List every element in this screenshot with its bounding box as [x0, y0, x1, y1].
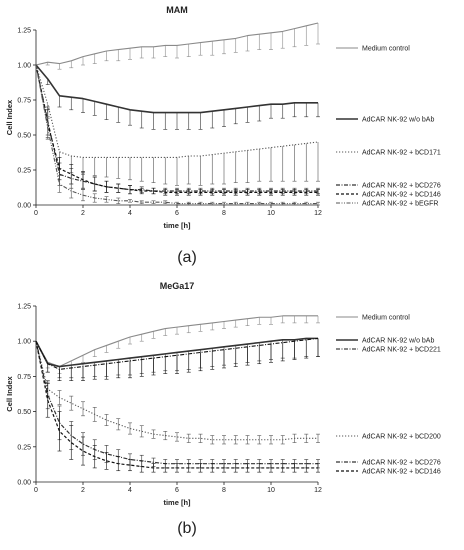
y-tick-label: 0.25 — [17, 168, 31, 175]
legend-label: AdCAR NK-92 + bCD200 — [362, 434, 441, 441]
series-line — [35, 337, 318, 368]
x-tick-label: 4 — [128, 210, 132, 217]
legend-label: Medium control — [362, 315, 410, 322]
legend-label: AdCAR NK-92 + bCD146 — [362, 469, 441, 476]
x-tick-label: 6 — [175, 210, 179, 217]
y-tick-label: 0.75 — [17, 98, 31, 105]
series-line — [35, 337, 319, 370]
x-tick-label: 8 — [222, 210, 226, 217]
chart-panel-a: MAM 0 2 4 6 8 10 12 0.00 0.25 0.50 0.75 1.00 1.25 time… — [5, 5, 441, 266]
series-2 — [35, 64, 320, 130]
y-tick-label: 0.75 — [17, 374, 31, 381]
series-line — [35, 341, 318, 469]
y-tick-label: 0.25 — [17, 444, 31, 451]
y-tick-label: 0.50 — [17, 409, 31, 416]
legend-label: AdCAR NK-92 w/o bAb — [362, 338, 434, 345]
panel-label: (b) — [177, 520, 197, 537]
series-line — [35, 341, 318, 441]
series-5 — [35, 341, 320, 469]
y-tick-label: 1.25 — [17, 28, 31, 35]
y-tick-label: 0.50 — [17, 133, 31, 140]
series-5 — [35, 64, 320, 196]
series-4 — [35, 341, 320, 445]
legend-label: AdCAR NK-92 + bCD171 — [362, 150, 441, 157]
series-line — [35, 64, 318, 193]
legend-label: AdCAR NK-92 + bCD146 — [362, 192, 441, 199]
x-tick-label: 12 — [314, 487, 322, 494]
y-axis-label: Cell Index — [5, 375, 14, 411]
x-tick-label: 10 — [267, 210, 275, 217]
series-1 — [35, 315, 320, 374]
chart-title: MeGa17 — [160, 281, 195, 291]
legend-label: Medium control — [362, 46, 410, 53]
y-tick-label: 0.00 — [17, 203, 31, 210]
legend-label: AdCAR NK-92 + bCD221 — [362, 347, 441, 354]
series-line — [35, 64, 319, 158]
series-line — [35, 315, 318, 368]
x-tick-label: 2 — [81, 210, 85, 217]
series-1 — [35, 22, 320, 70]
series-line — [35, 22, 319, 66]
y-axis-label: Cell Index — [5, 99, 14, 135]
panel-label: (a) — [177, 249, 197, 266]
y-tick-label: 0.00 — [17, 480, 31, 487]
legend-label: AdCAR NK-92 w/o bAb — [362, 117, 434, 124]
legend-label: AdCAR NK-92 + bEGFR — [362, 201, 438, 208]
legend-label: AdCAR NK-92 + bCD276 — [362, 460, 441, 467]
series-line — [35, 64, 318, 205]
x-tick-label: 0 — [34, 487, 38, 494]
x-tick-label: 0 — [34, 210, 38, 217]
series-line — [35, 64, 318, 114]
chart-panel-b: MeGa17 0 2 4 6 8 10 12 0.00 0.25 0.50 0.75 1.00 1.25 t… — [5, 281, 441, 537]
x-axis-label: time [h] — [163, 221, 191, 230]
x-tick-label: 6 — [175, 487, 179, 494]
series-3 — [35, 64, 320, 186]
y-tick-label: 1.25 — [17, 304, 31, 311]
y-tick-label: 1.00 — [17, 63, 31, 70]
x-tick-label: 12 — [314, 210, 322, 217]
series-6 — [35, 341, 320, 473]
x-tick-label: 2 — [81, 487, 85, 494]
series-2 — [35, 337, 320, 379]
x-tick-label: 8 — [222, 487, 226, 494]
y-tick-label: 1.00 — [17, 339, 31, 346]
chart-title: MAM — [166, 5, 188, 15]
x-tick-label: 10 — [267, 487, 275, 494]
x-tick-label: 4 — [128, 487, 132, 494]
x-axis-label: time [h] — [163, 498, 191, 507]
series-3 — [35, 337, 320, 381]
legend-label: AdCAR NK-92 + bCD276 — [362, 183, 441, 190]
series-6 — [35, 64, 320, 206]
